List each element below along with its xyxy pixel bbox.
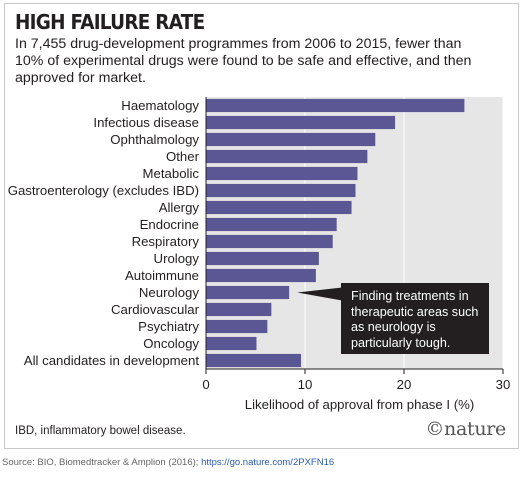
category-label-8: Respiratory bbox=[132, 234, 200, 249]
bar-15 bbox=[206, 353, 302, 368]
x-axis-label: Likelihood of approval from phase I (%) bbox=[245, 397, 474, 412]
category-label-11: Neurology bbox=[139, 285, 200, 300]
bar-9 bbox=[206, 251, 319, 266]
category-label-3: Other bbox=[166, 149, 200, 164]
category-label-9: Urology bbox=[154, 251, 200, 266]
bar-12 bbox=[206, 302, 272, 317]
bar-4 bbox=[206, 166, 358, 181]
category-label-4: Metabolic bbox=[143, 166, 200, 181]
category-label-12: Cardiovascular bbox=[111, 302, 200, 317]
category-label-2: Ophthalmology bbox=[110, 132, 199, 147]
x-tick-label-30: 30 bbox=[496, 377, 511, 392]
x-tick-label-20: 20 bbox=[397, 377, 412, 392]
source-line: Source: BIO, Biomedtracker & Amplion (20… bbox=[2, 457, 334, 468]
category-label-5: Gastroenterology (excludes IBD) bbox=[8, 183, 199, 198]
bar-0 bbox=[206, 98, 465, 113]
source-text: Source: BIO, Biomedtracker & Amplion (20… bbox=[2, 457, 202, 468]
category-label-14: Oncology bbox=[143, 336, 199, 351]
bar-6 bbox=[206, 200, 352, 215]
chart-title: HIGH FAILURE RATE bbox=[15, 10, 205, 34]
category-label-1: Infectious disease bbox=[93, 115, 199, 130]
x-tick-label-0: 0 bbox=[202, 377, 209, 392]
category-label-7: Endocrine bbox=[140, 217, 199, 232]
bar-11 bbox=[206, 285, 290, 300]
callout-annotation: Finding treatments in therapeutic areas … bbox=[341, 283, 489, 354]
bar-chart: Haematology Infectious disease Ophthalmolo… bbox=[8, 97, 511, 412]
bar-14 bbox=[206, 336, 257, 351]
bar-8 bbox=[206, 234, 333, 249]
bar-7 bbox=[206, 217, 337, 232]
source-link[interactable]: https://go.nature.com/2PXFN16 bbox=[201, 457, 335, 468]
category-label-13: Psychiatry bbox=[138, 319, 199, 334]
bar-5 bbox=[206, 183, 356, 198]
nature-logo: ©nature bbox=[425, 418, 506, 440]
footnote: IBD, inflammatory bowel disease. bbox=[15, 425, 186, 437]
category-label-6: Allergy bbox=[159, 200, 200, 215]
chart-subtitle: In 7,455 drug-development programmes fro… bbox=[15, 36, 472, 86]
bar-3 bbox=[206, 149, 368, 164]
category-label-10: Autoimmune bbox=[125, 268, 199, 283]
category-label-0: Haematology bbox=[121, 98, 199, 113]
bar-13 bbox=[206, 319, 268, 334]
bar-1 bbox=[206, 115, 396, 130]
callout-pointer bbox=[297, 287, 342, 301]
bar-2 bbox=[206, 132, 376, 147]
bar-10 bbox=[206, 268, 316, 283]
x-tick-label-10: 10 bbox=[298, 377, 313, 392]
category-label-15: All candidates in development bbox=[24, 353, 200, 368]
